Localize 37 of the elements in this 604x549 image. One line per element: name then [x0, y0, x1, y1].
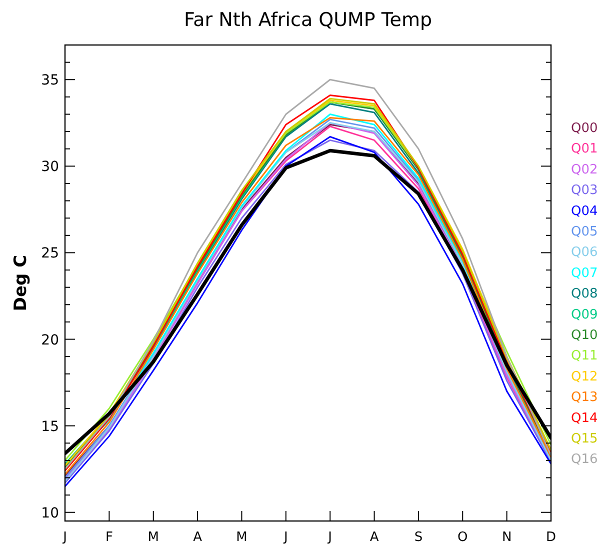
text: Q13	[571, 390, 598, 406]
text: Q06	[571, 245, 598, 260]
x-tick-label: S	[414, 530, 423, 545]
x-tick-label: M	[148, 530, 159, 545]
y-tick-label: 35	[41, 72, 59, 89]
x-tick-label: A	[370, 530, 379, 545]
text: Q04	[571, 204, 598, 219]
y-tick-label: 25	[41, 246, 59, 262]
x-tick-label: N	[502, 530, 512, 545]
x-tick-label: O	[458, 530, 468, 545]
y-axis-title: Deg C	[11, 254, 31, 312]
text: Q12	[571, 369, 598, 384]
x-tick-label: F	[105, 530, 113, 545]
x-tick-label: A	[193, 530, 202, 545]
series-label: Q15	[571, 432, 598, 446]
text: Q03	[571, 183, 598, 198]
series-label: Q16	[571, 452, 598, 468]
text: Q08	[571, 286, 598, 302]
x-tick-label: J	[327, 530, 332, 545]
text: Q10	[571, 328, 598, 343]
chart-title: Far Nth Africa QUMP Temp	[184, 9, 432, 31]
text: Q11	[571, 348, 598, 364]
text: Q00	[571, 121, 598, 136]
y-tick-label: 10	[41, 505, 59, 522]
text: Q07	[571, 266, 598, 281]
text: Q02	[571, 162, 598, 178]
text: Q05	[571, 224, 598, 240]
text: Q14	[571, 410, 598, 426]
x-tick-label: M	[236, 530, 248, 545]
x-tick-label: J	[62, 530, 67, 545]
x-tick-label: D	[546, 530, 556, 545]
y-tick-label: 30	[41, 159, 59, 176]
x-tick-label: J	[282, 530, 288, 545]
y-tick-label: 15	[41, 418, 59, 435]
text: Q01	[571, 142, 598, 157]
text: Q09	[571, 307, 598, 322]
y-tick-label: 20	[41, 332, 59, 348]
